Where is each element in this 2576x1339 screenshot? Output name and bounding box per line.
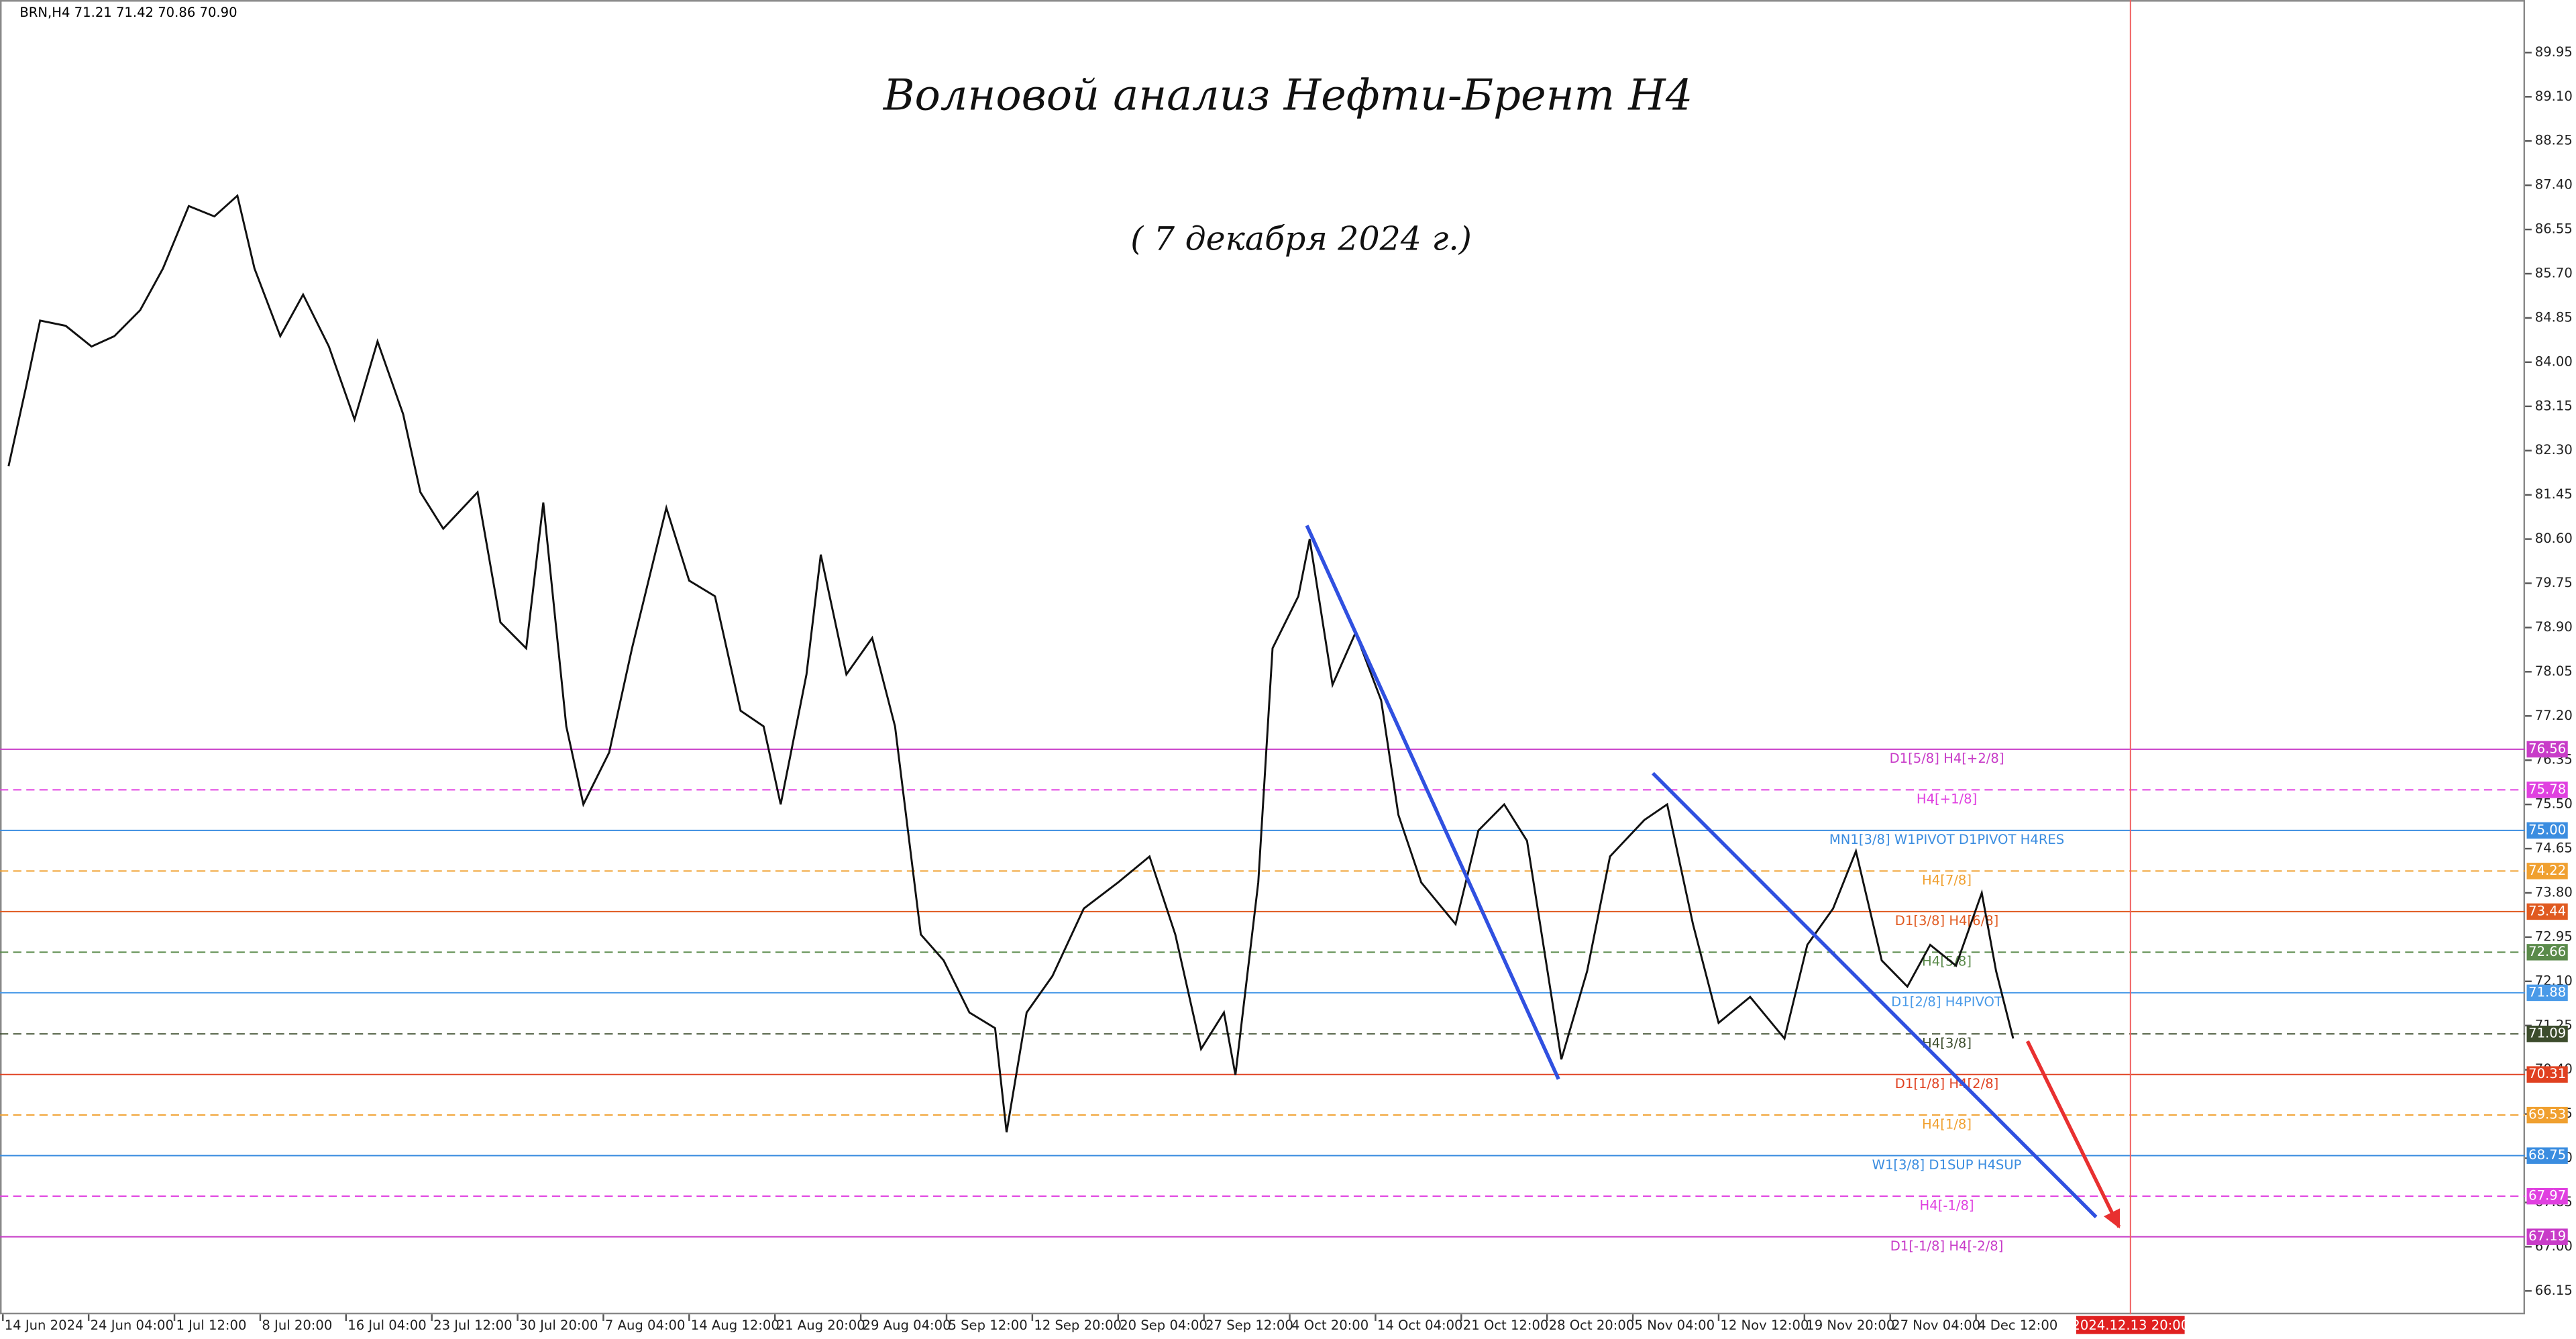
level-label: H4[-1/8]	[1920, 1197, 1974, 1213]
level-label: D1[5/8] H4[+2/8]	[1890, 751, 2004, 766]
trend-line	[1305, 525, 1560, 1080]
x-tick-label: 5 Sep 12:00	[948, 1318, 1027, 1333]
level-label: D1[-1/8] H4[-2/8]	[1890, 1238, 2004, 1254]
x-tick-label: 23 Jul 12:00	[433, 1318, 512, 1333]
y-tick-label: 72.95	[2535, 928, 2573, 944]
x-tick-label: 19 Nov 20:00	[1806, 1318, 1894, 1333]
x-tick-label: 14 Jun 2024	[5, 1318, 84, 1333]
price-tag-label: 75.78	[2528, 782, 2566, 797]
level-label: D1[2/8] H4PIVOT	[1891, 994, 2003, 1010]
price-tag	[2526, 1066, 2568, 1083]
y-tick-label: 87.40	[2535, 177, 2573, 193]
trend-line	[2025, 1040, 2121, 1229]
x-tick-label: 8 Jul 20:00	[262, 1318, 332, 1333]
symbol-header: BRN,H4 71.21 71.42 70.86 70.90	[19, 5, 237, 20]
chart-title: Волновой анализ Нефти-Брент Н4	[883, 70, 1693, 120]
x-tick-label: 16 Jul 04:00	[347, 1318, 426, 1333]
level-label: H4[5/8]	[1922, 954, 1972, 969]
y-tick-label: 86.55	[2535, 221, 2573, 237]
level-label: H4[1/8]	[1922, 1116, 1972, 1132]
x-tick-label: 14 Aug 12:00	[691, 1318, 780, 1333]
price-line	[7, 193, 2015, 1133]
y-tick-label: 78.05	[2535, 663, 2573, 679]
price-tag	[2526, 782, 2568, 798]
y-tick-label: 81.45	[2535, 486, 2573, 502]
cursor-label: 2024.12.13 20:00	[2072, 1318, 2189, 1333]
x-tick-label: 7 Aug 04:00	[605, 1318, 686, 1333]
price-tag	[2526, 903, 2568, 920]
x-tick-label: 24 Jun 04:00	[91, 1318, 174, 1333]
x-tick-label: 21 Oct 12:00	[1463, 1318, 1549, 1333]
y-tick-label: 73.80	[2535, 884, 2573, 900]
y-tick-label: 72.10	[2535, 973, 2573, 988]
level-label: H4[7/8]	[1922, 873, 1972, 888]
price-tag-label: 68.75	[2528, 1147, 2566, 1163]
x-tick-label: 29 Aug 04:00	[863, 1318, 951, 1333]
price-tag	[2526, 1106, 2568, 1124]
y-tick-label: 89.10	[2535, 89, 2573, 104]
y-tick-label: 77.20	[2535, 708, 2573, 723]
price-tag-label: 67.19	[2528, 1228, 2566, 1244]
y-tick-label: 84.00	[2535, 354, 2573, 369]
x-tick-label: 12 Sep 20:00	[1034, 1318, 1122, 1333]
price-tag	[2526, 944, 2568, 961]
level-label: D1[3/8] H4[6/8]	[1895, 913, 1999, 928]
x-tick-label: 27 Nov 04:00	[1892, 1318, 1980, 1333]
y-tick-label: 66.15	[2535, 1283, 2573, 1298]
price-tag-label: 69.53	[2528, 1107, 2566, 1122]
price-tag-label: 72.66	[2528, 944, 2566, 959]
x-tick-label: 30 Jul 20:00	[519, 1318, 598, 1333]
chart-subtitle: ( 7 декабря 2024 г.)	[1130, 220, 1472, 258]
price-tag	[2526, 984, 2568, 1002]
x-tick-label: 27 Sep 12:00	[1205, 1318, 1293, 1333]
plot-area	[0, 0, 2526, 1315]
x-tick-label: 28 Oct 20:00	[1549, 1318, 1635, 1333]
x-tick-label: 4 Dec 12:00	[1978, 1318, 2057, 1333]
price-tag	[2526, 1187, 2568, 1205]
level-label: H4[3/8]	[1922, 1035, 1972, 1051]
price-tag-label: 71.09	[2528, 1026, 2566, 1041]
cursor-tag	[2076, 1316, 2185, 1334]
x-tick-label: 1 Jul 12:00	[176, 1318, 246, 1333]
price-tag	[2526, 741, 2568, 758]
price-tag	[2526, 863, 2568, 879]
trend-line	[1652, 771, 2098, 1219]
price-tag	[2526, 1147, 2568, 1164]
price-tag-label: 74.22	[2528, 863, 2566, 878]
y-tick-label: 79.75	[2535, 575, 2573, 590]
y-tick-label: 88.25	[2535, 133, 2573, 148]
x-tick-label: 21 Aug 20:00	[777, 1318, 865, 1333]
y-tick-label: 84.85	[2535, 309, 2573, 325]
x-tick-label: 14 Oct 04:00	[1377, 1318, 1463, 1333]
price-tag	[2526, 1228, 2568, 1245]
y-tick-label: 75.50	[2535, 796, 2573, 812]
y-tick-label: 78.90	[2535, 619, 2573, 635]
level-label: W1[3/8] D1SUP H4SUP	[1872, 1157, 2022, 1173]
level-label: H4[+1/8]	[1917, 792, 1977, 807]
y-tick-label: 83.15	[2535, 398, 2573, 413]
x-tick-label: 5 Nov 04:00	[1635, 1318, 1715, 1333]
price-tag-label: 70.31	[2528, 1066, 2566, 1081]
price-tag-label: 67.97	[2528, 1188, 2566, 1203]
x-tick-label: 4 Oct 20:00	[1291, 1318, 1368, 1333]
price-tag	[2526, 822, 2568, 839]
y-tick-label: 89.95	[2535, 44, 2573, 60]
x-tick-label: 20 Sep 04:00	[1120, 1318, 1208, 1333]
price-tag	[2526, 1025, 2568, 1042]
level-label: D1[1/8] H4[2/8]	[1895, 1076, 1999, 1091]
level-label: MN1[3/8] W1PIVOT D1PIVOT H4RES	[1829, 832, 2064, 847]
x-tick-label: 12 Nov 12:00	[1720, 1318, 1809, 1333]
price-tag-label: 71.88	[2528, 984, 2566, 1000]
price-tag-label: 75.00	[2528, 822, 2566, 837]
y-tick-label: 74.65	[2535, 841, 2573, 856]
y-tick-label: 85.70	[2535, 266, 2573, 281]
y-tick-label: 82.30	[2535, 442, 2573, 458]
price-tag-label: 76.56	[2528, 741, 2566, 756]
y-tick-label: 80.60	[2535, 531, 2573, 546]
price-tag-label: 73.44	[2528, 903, 2566, 918]
